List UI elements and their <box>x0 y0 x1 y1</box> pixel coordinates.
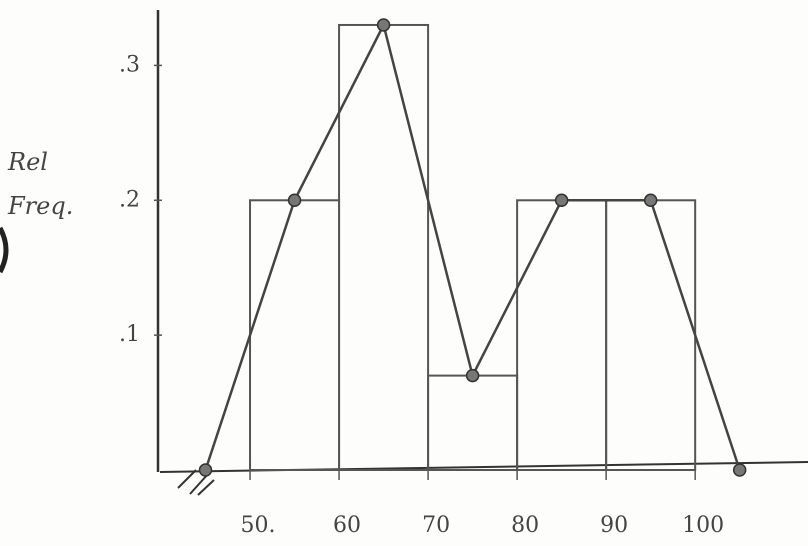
chart: .1 .2 .3 50. 60 70 80 90 100 <box>0 0 808 546</box>
x-tick-label: 50. <box>241 513 276 538</box>
polygon-point <box>200 464 212 476</box>
bar <box>606 200 695 470</box>
bar <box>339 25 428 470</box>
bar <box>428 376 517 470</box>
polygon-point <box>289 194 301 206</box>
y-tick-label: .2 <box>119 187 140 212</box>
frequency-polygon <box>206 25 740 470</box>
x-tick-label: 90 <box>600 513 628 538</box>
polygon-point <box>734 464 746 476</box>
page: .1 .2 .3 50. 60 70 80 90 100 Rel Freq. <box>0 0 808 546</box>
y-tick-label: .1 <box>119 322 140 347</box>
bar <box>517 200 606 470</box>
x-tick-label: 80 <box>511 513 539 538</box>
y-tick-label: .3 <box>119 52 140 77</box>
x-tick-label: 70 <box>422 513 450 538</box>
paper-mark <box>0 228 6 272</box>
x-tick-label: 100 <box>682 513 724 538</box>
y-axis-label: Rel Freq. <box>8 140 88 228</box>
polygon-point <box>378 19 390 31</box>
bar <box>250 200 339 470</box>
polygon-point <box>645 194 657 206</box>
polygon-point <box>467 370 479 382</box>
polygon-point <box>556 194 568 206</box>
x-tick-label: 60 <box>333 513 361 538</box>
